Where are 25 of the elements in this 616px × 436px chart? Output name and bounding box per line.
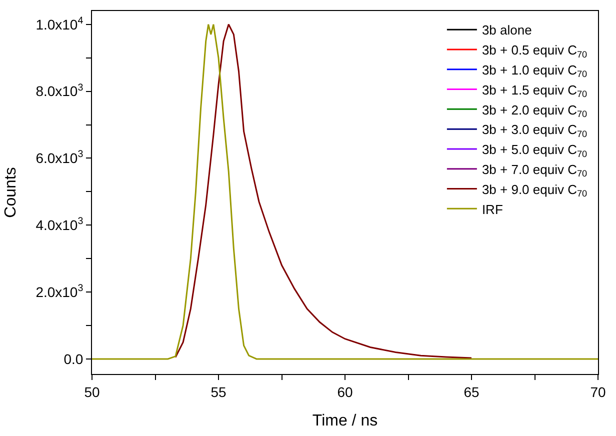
legend-label: 3b + 0.5 equiv C$_{70}$ — [482, 42, 588, 60]
line-series — [174, 24, 472, 359]
x-tick-label: 50 — [84, 384, 100, 400]
legend-label: 3b + 3.0 equiv C$_{70}$ — [482, 122, 588, 139]
x-tick-label: 60 — [337, 384, 353, 400]
x-tick-label: 55 — [210, 384, 226, 400]
y-tick-label: 1.0x10$^{4}$ — [36, 15, 84, 32]
x-tick-label: 70 — [590, 384, 606, 400]
y-tick-label: 2.0x10$^{3}$ — [36, 283, 84, 300]
x-axis-title: Time / ns — [312, 412, 378, 430]
legend-label: 3b + 7.0 equiv C$_{70}$ — [482, 162, 588, 179]
legend-label: 3b + 9.0 equiv C$_{70}$ — [482, 182, 588, 199]
y-tick-label: 6.0x10$^{3}$ — [36, 149, 84, 166]
legend-label: IRF — [482, 202, 503, 217]
legend-label: 3b + 2.0 equiv C$_{70}$ — [482, 102, 588, 119]
line-series — [92, 24, 598, 360]
legend-label: 3b + 1.5 equiv C$_{70}$ — [482, 82, 588, 100]
legend-label: 3b + 1.0 equiv C$_{70}$ — [482, 62, 588, 80]
y-tick-label: 4.0x10$^{3}$ — [36, 216, 84, 234]
legend-label: 3b alone — [482, 22, 532, 38]
y-tick-label: 0.0 — [64, 350, 84, 367]
legend-label: 3b + 5.0 equiv C$_{70}$ — [482, 142, 588, 159]
x-tick-label: 65 — [464, 384, 480, 400]
y-axis-title: Counts — [2, 167, 20, 218]
y-tick-label: 8.0x10$^{3}$ — [36, 82, 84, 100]
